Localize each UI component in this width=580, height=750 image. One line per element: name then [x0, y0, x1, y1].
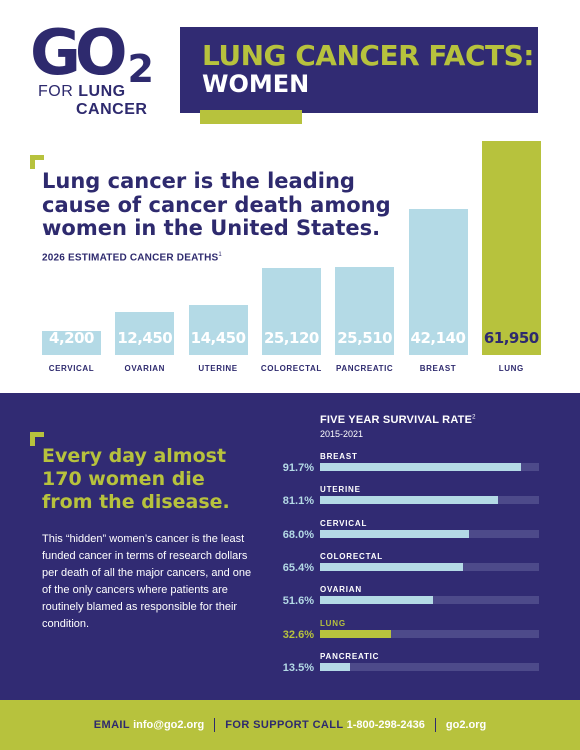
deaths-bar-value: 61,950 — [483, 329, 539, 347]
deaths-bar-breast: 42,140 — [408, 209, 468, 355]
deaths-category-label: PANCREATIC — [336, 364, 394, 373]
phone-link[interactable]: 1-800-298-2436 — [346, 719, 425, 731]
deaths-chart-title-note: 1 — [218, 252, 222, 258]
deaths-chart-title-text: 2026 ESTIMATED CANCER DEATHS — [42, 252, 219, 264]
survival-category-label: BREAST — [320, 452, 358, 461]
deaths-bar-colorectal: 25,120 — [261, 268, 321, 355]
survival-bar-ovarian — [320, 596, 433, 605]
funding-paragraph: This “hidden” women’s cancer is the leas… — [42, 533, 252, 631]
deaths-category-label: CERVICAL — [48, 364, 95, 373]
survival-category-label: UTERINE — [320, 485, 361, 495]
survival-bar-track — [320, 596, 539, 605]
survival-category-label: COLORECTAL — [320, 551, 383, 561]
survival-bar-colorectal — [320, 562, 464, 571]
survival-category-label: OVARIAN — [320, 585, 362, 595]
deaths-category-label: LUNG — [498, 364, 524, 373]
corner-bracket-top — [30, 155, 44, 169]
footer-support: FOR SUPPORT CALL 1-800-298-2436 — [225, 719, 425, 731]
survival-bar-cervical — [320, 529, 469, 538]
survival-value-label: 68.0% — [282, 528, 314, 541]
email-link[interactable]: info@go2.org — [133, 719, 205, 731]
survival-value-label: 65.4% — [282, 561, 314, 574]
deaths-category-label: UTERINE — [198, 364, 238, 373]
deaths-bar-value: 14,450 — [190, 328, 246, 347]
survival-value-label: 91.7% — [282, 462, 314, 474]
survival-category-label: LUNG — [320, 618, 346, 628]
survival-bar-track — [320, 629, 539, 638]
survival-bar-track — [320, 529, 539, 538]
deaths-bar-value: 4,200 — [49, 329, 94, 347]
survival-bar-track — [320, 662, 539, 671]
deaths-chart-title: 2026 ESTIMATED CANCER DEATHS1 — [42, 252, 222, 263]
website-link[interactable]: go2.org — [445, 719, 487, 731]
support-label: FOR SUPPORT CALL — [225, 719, 344, 731]
survival-value-label: 32.6% — [282, 628, 314, 641]
deaths-bar-value: 42,140 — [410, 328, 466, 347]
survival-bar-pancreatic — [320, 662, 350, 671]
survival-bar-track — [320, 562, 539, 571]
corner-bracket-bottom — [30, 432, 44, 446]
survival-bar-breast — [320, 463, 521, 471]
title-accent-bar — [200, 110, 302, 124]
survival-value-label: 81.1% — [282, 495, 314, 508]
survival-category-label: PANCREATIC — [320, 651, 380, 661]
survival-chart-title-note: 2 — [472, 414, 476, 421]
logo-tagline: FOR LUNG — [38, 84, 126, 100]
deaths-bar-chart: 4,200 CERVICAL 12,450 OVARIAN 14,450 UTERINE 2… — [42, 141, 541, 373]
footer-divider — [214, 718, 216, 732]
email-label: EMAIL — [93, 719, 130, 731]
deaths-category-label: OVARIAN — [124, 364, 166, 373]
deaths-category-label: COLORECTAL — [260, 364, 322, 373]
headline: Lung cancer is the leading cause of canc… — [42, 169, 391, 241]
deaths-bar-value: 12,450 — [117, 328, 173, 347]
survival-bar-lung — [320, 629, 392, 638]
logo-mark: GO — [30, 16, 128, 89]
survival-bar-uterine — [320, 496, 498, 505]
logo-cancer: CANCER — [76, 101, 148, 118]
deaths-category-label: BREAST — [419, 364, 457, 373]
deaths-bar-value: 25,120 — [263, 328, 319, 347]
logo-lung: LUNG — [78, 83, 126, 100]
page-subtitle: WOMEN — [202, 70, 310, 99]
survival-chart-title-text: FIVE YEAR SURVIVAL RATE — [320, 414, 473, 426]
deaths-bar-lung: 61,950 — [481, 141, 541, 355]
survival-bar-track — [320, 463, 539, 471]
bottom-panel — [0, 393, 580, 700]
footer-email: EMAIL info@go2.org — [94, 719, 205, 731]
deaths-bar-uterine: 14,450 — [188, 305, 248, 355]
survival-category-label: CERVICAL — [320, 518, 368, 528]
page-title: LUNG CANCER FACTS: — [202, 39, 534, 72]
survival-chart-subtitle: 2015-2021 — [320, 429, 364, 439]
deaths-bar-value: 25,510 — [337, 328, 393, 347]
deaths-bar-ovarian: 12,450 — [115, 311, 175, 355]
logo-for: FOR — [38, 83, 74, 100]
survival-bar-track — [320, 496, 539, 505]
title-banner: LUNG CANCER FACTS: WOMEN — [180, 27, 538, 113]
survival-value-label: 51.6% — [282, 595, 314, 608]
daily-deaths-tagline: Every day almost 170 women die from the … — [42, 445, 230, 513]
footer: EMAIL info@go2.org FOR SUPPORT CALL 1-80… — [0, 700, 580, 750]
deaths-bar-pancreatic: 25,510 — [335, 266, 395, 355]
footer-divider — [434, 718, 436, 732]
deaths-bar-cervical: 4,200 — [42, 329, 101, 355]
survival-chart-title: FIVE YEAR SURVIVAL RATE2 — [320, 414, 476, 426]
go2-logo: GO 2 FOR LUNG CANCER — [30, 22, 160, 122]
survival-value-label: 13.5% — [282, 661, 314, 674]
logo-subscript: 2 — [127, 47, 154, 91]
